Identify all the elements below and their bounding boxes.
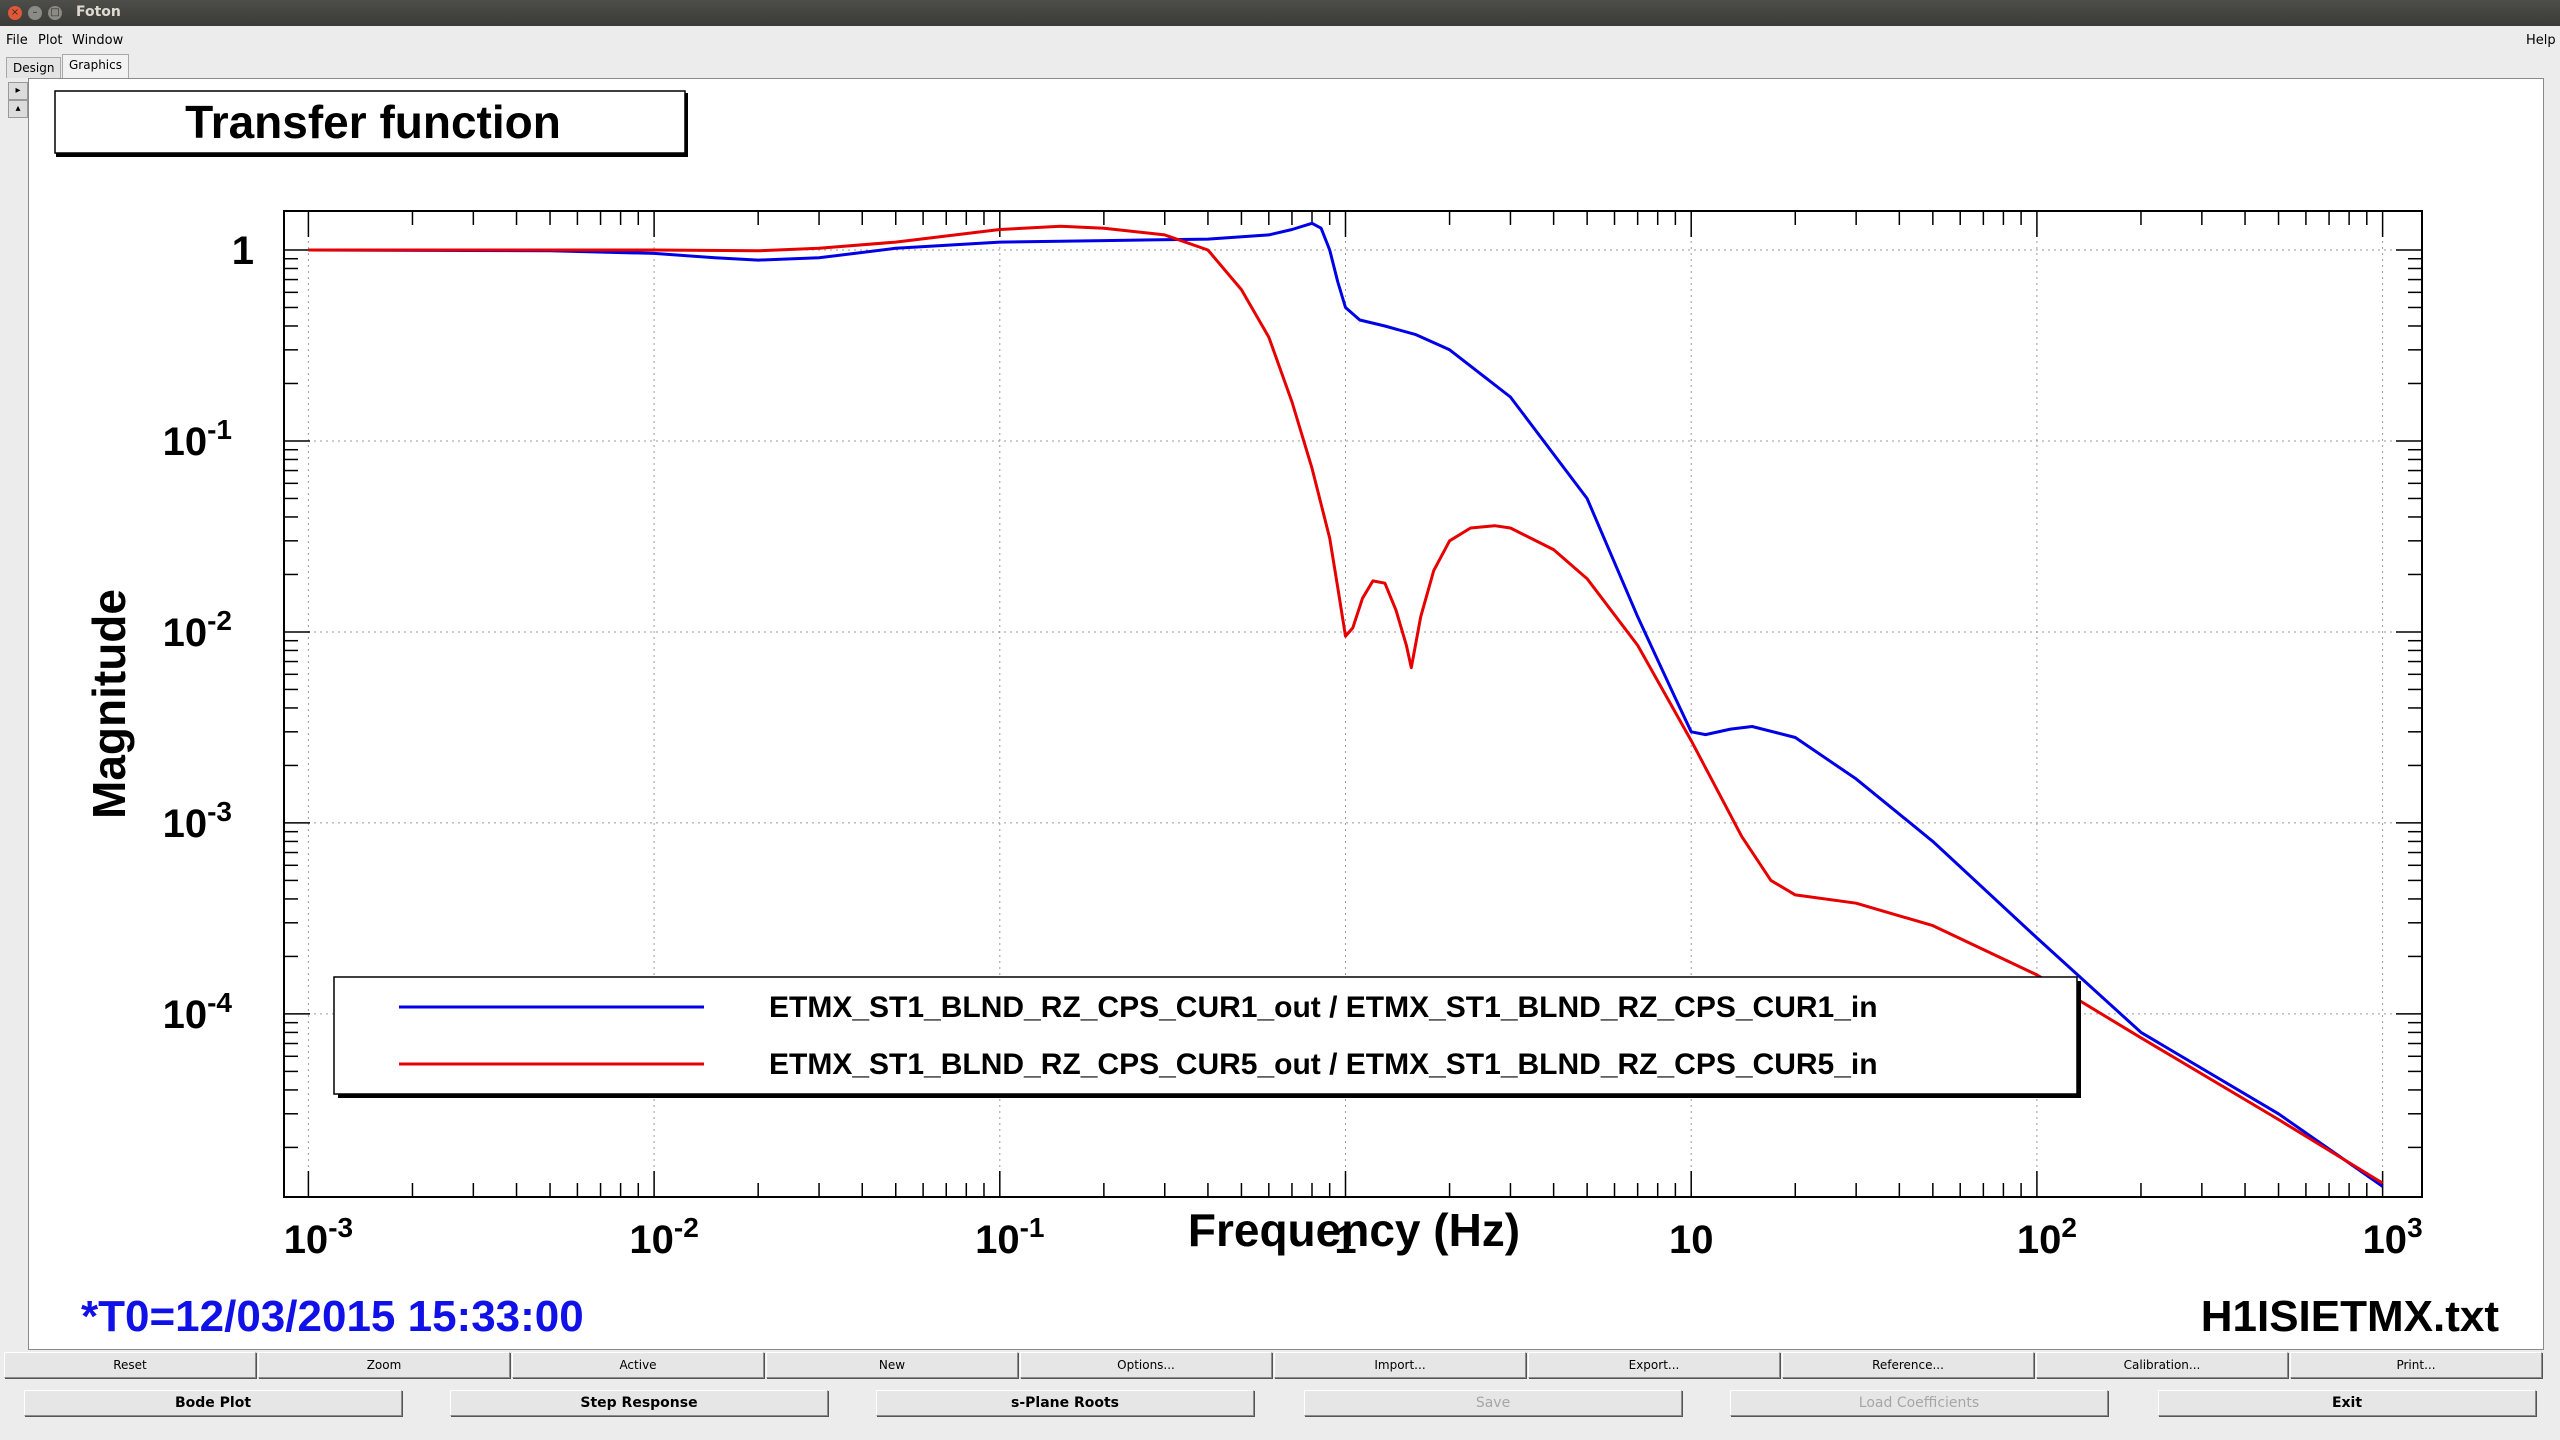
plot-toolbar: Reset Zoom Active New Options... Import.… xyxy=(4,1352,2552,1378)
x-tick-label: 10-1 xyxy=(975,1212,1044,1262)
scroll-up-icon[interactable]: ▴ xyxy=(8,100,28,118)
filter-file-name: H1ISIETMX.txt xyxy=(2201,1292,2500,1341)
legend-label-red: ETMX_ST1_BLND_RZ_CPS_CUR5_out / ETMX_ST1… xyxy=(769,1048,1878,1081)
x-tick-label: 102 xyxy=(2017,1212,2077,1262)
plot-title: Transfer function xyxy=(185,96,561,148)
menu-bar: File Plot Window Help xyxy=(0,28,2560,54)
plot-canvas[interactable]: Transfer function 10-3 10-2 10-1 1 10 102 103 1… xyxy=(28,78,2544,1350)
y-tick-label: 10-4 xyxy=(163,987,233,1037)
bode-plot-button[interactable]: Bode Plot xyxy=(24,1390,402,1416)
s-plane-roots-button[interactable]: s-Plane Roots xyxy=(876,1390,1254,1416)
plot-svg: Transfer function 10-3 10-2 10-1 1 10 102 1031… xyxy=(54,90,2500,1341)
menu-help[interactable]: Help xyxy=(2526,33,2556,48)
plot-frame xyxy=(283,210,2423,1198)
tab-design[interactable]: Design xyxy=(6,57,62,78)
close-icon[interactable]: × xyxy=(8,6,22,20)
scroll-right-icon[interactable]: ▸ xyxy=(8,82,28,100)
tick-labels: 10-3 10-2 10-1 1 10 102 103 1 10-1 10-2 10-3 10-4 xyxy=(163,229,2423,1262)
series-line-red xyxy=(308,224,2384,1185)
legend-label-blue: ETMX_ST1_BLND_RZ_CPS_CUR1_out / ETMX_ST1… xyxy=(769,991,1878,1024)
x-tick-label: 10-2 xyxy=(629,1212,698,1262)
import-button[interactable]: Import... xyxy=(1274,1352,1526,1378)
y-tick-label: 10-3 xyxy=(163,796,232,846)
minimize-icon[interactable]: – xyxy=(28,6,42,20)
tab-graphics[interactable]: Graphics xyxy=(62,54,129,78)
axis-ticks xyxy=(284,211,2422,1197)
x-tick-label: 10 xyxy=(1669,1218,1714,1262)
new-button[interactable]: New xyxy=(766,1352,1018,1378)
x-tick-label: 1 xyxy=(1334,1218,1356,1262)
menu-window[interactable]: Window xyxy=(72,33,124,48)
menu-plot[interactable]: Plot xyxy=(38,33,63,48)
x-tick-label: 103 xyxy=(2363,1212,2423,1262)
window-titlebar: × – □ Foton xyxy=(0,0,2560,26)
legend-box xyxy=(333,976,2078,1095)
menu-file[interactable]: File xyxy=(6,33,28,48)
print-button[interactable]: Print... xyxy=(2290,1352,2542,1378)
mode-toolbar: Bode Plot Step Response s-Plane Roots Sa… xyxy=(4,1388,2552,1416)
y-tick-label: 10-2 xyxy=(163,605,232,655)
active-button[interactable]: Active xyxy=(512,1352,764,1378)
export-button[interactable]: Export... xyxy=(1528,1352,1780,1378)
maximize-icon[interactable]: □ xyxy=(48,6,62,20)
reference-button[interactable]: Reference... xyxy=(1782,1352,2034,1378)
load-coefficients-button[interactable]: Load Coefficients xyxy=(1730,1390,2108,1416)
zoom-button[interactable]: Zoom xyxy=(258,1352,510,1378)
calibration-button[interactable]: Calibration... xyxy=(2036,1352,2288,1378)
t0-timestamp: *T0=12/03/2015 15:33:00 xyxy=(81,1292,584,1341)
y-axis-title: Magnitude xyxy=(83,589,135,819)
window-title: Foton xyxy=(76,4,121,20)
y-tick-label: 10-1 xyxy=(163,414,232,464)
y-tick-label: 1 xyxy=(232,229,254,273)
save-button[interactable]: Save xyxy=(1304,1390,1682,1416)
curves xyxy=(308,221,2384,1188)
step-response-button[interactable]: Step Response xyxy=(450,1390,828,1416)
reset-button[interactable]: Reset xyxy=(4,1352,256,1378)
title-box xyxy=(54,90,686,154)
x-tick-label: 10-3 xyxy=(284,1212,353,1262)
exit-button[interactable]: Exit xyxy=(2158,1390,2536,1416)
options-button[interactable]: Options... xyxy=(1020,1352,1272,1378)
x-axis-title: Frequency (Hz) xyxy=(1188,1204,1520,1256)
tab-bar: Design Graphics xyxy=(0,54,2560,78)
series-line-blue xyxy=(308,221,2384,1188)
